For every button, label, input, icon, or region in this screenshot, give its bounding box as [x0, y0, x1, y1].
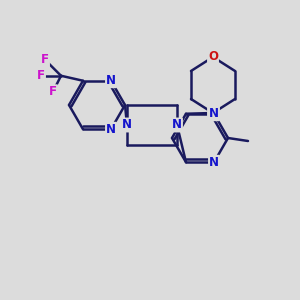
- Text: N: N: [209, 156, 219, 169]
- Text: F: F: [37, 69, 45, 82]
- Text: N: N: [106, 74, 116, 87]
- Text: N: N: [208, 106, 218, 119]
- Text: N: N: [209, 107, 219, 120]
- Text: O: O: [208, 50, 218, 64]
- Text: N: N: [122, 118, 132, 131]
- Text: F: F: [41, 53, 49, 66]
- Text: N: N: [106, 123, 116, 136]
- Text: F: F: [49, 85, 57, 98]
- Text: N: N: [172, 118, 182, 131]
